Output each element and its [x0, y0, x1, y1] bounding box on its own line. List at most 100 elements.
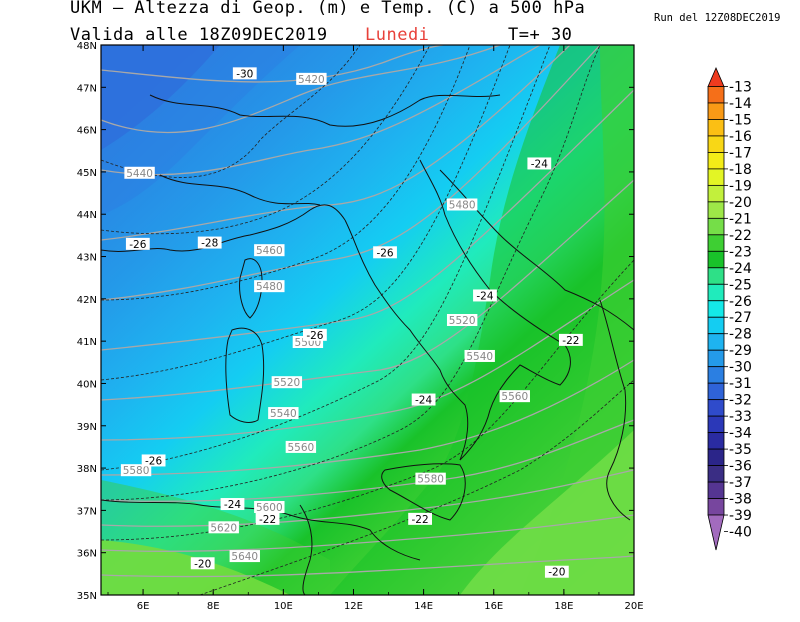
legend-label: -19 [729, 178, 752, 194]
temp-label: -24 [476, 290, 493, 302]
legend-label: -33 [729, 409, 752, 425]
height-label-bg [285, 440, 317, 453]
lat-label: 47N [77, 83, 97, 94]
legend-label: -13 [729, 79, 752, 95]
height-label-bg [254, 501, 285, 513]
legend-swatch [707, 333, 725, 351]
legend-swatch [707, 102, 725, 120]
height-label: 5480 [449, 200, 476, 212]
height-label-bg [254, 280, 285, 293]
lat-label: 42N [77, 295, 97, 306]
temp-label-bg [232, 67, 257, 80]
temp-label-bg [473, 289, 497, 302]
legend-label: -40 [729, 525, 752, 541]
height-label: 5540 [466, 351, 493, 363]
height-label-bg [415, 472, 446, 485]
legend-label: -17 [729, 145, 752, 161]
legend-label: -32 [729, 393, 752, 409]
legend-label: -31 [729, 376, 752, 392]
height-label: 5640 [231, 551, 258, 563]
temp-label-bg [125, 237, 150, 250]
legend-label: -18 [729, 162, 752, 178]
lon-label: 20E [624, 601, 643, 612]
height-label: 5540 [270, 408, 297, 420]
legend-label: -21 [729, 211, 752, 227]
height-label-bg [229, 550, 260, 563]
temp-label: -22 [412, 514, 429, 526]
lat-label: 43N [77, 253, 97, 264]
height-label: 5440 [126, 168, 153, 180]
temp-label: -20 [194, 558, 211, 570]
lon-label: 16E [484, 601, 503, 612]
legend-swatch [707, 349, 725, 368]
legend-label: -28 [729, 327, 752, 343]
legend-label: -38 [729, 492, 752, 508]
legend-label: -20 [729, 195, 752, 211]
legend-label: -16 [729, 129, 752, 145]
chart-title: UKM – Altezza di Geop. (m) e Temp. (C) a… [70, 0, 586, 18]
temp-label: -26 [376, 247, 393, 259]
temperature-labels: -30 -26 -28 -26 -24 -24 -22 -26 -24 -26 -24 -22 -22 -… [125, 67, 583, 579]
legend-swatch [707, 250, 725, 269]
legend-swatch [707, 234, 725, 252]
temp-label-bg [220, 498, 245, 511]
legend-label: -27 [729, 310, 752, 326]
legend-label: -26 [729, 294, 752, 310]
legend-swatch [707, 465, 725, 483]
temp-label-bg [527, 157, 552, 170]
lon-label: 14E [414, 601, 433, 612]
legend-swatch [707, 481, 725, 499]
legend-label: -30 [729, 360, 752, 376]
lat-label: 46N [77, 126, 97, 137]
longitude-axis: 6E 8E 10E 12E 14E 16E 18E 20E [107, 45, 644, 612]
lat-label: 39N [77, 422, 97, 433]
legend-swatch [707, 184, 725, 203]
lat-label: 35N [77, 591, 97, 602]
height-label: 5520 [273, 377, 300, 389]
lon-label: 12E [344, 601, 363, 612]
valid-time: Valida alle 18Z09DEC2019 [70, 25, 328, 45]
height-label-bg [208, 521, 239, 534]
temp-label: -26 [306, 330, 323, 342]
forecast-step: T=+ 30 [508, 25, 573, 45]
legend-label: -36 [729, 459, 752, 475]
legend-swatch [707, 399, 725, 417]
lat-label: 48N [77, 41, 97, 52]
temp-label-bg [303, 328, 327, 341]
height-label: 5620 [210, 522, 237, 534]
height-label-bg [464, 349, 495, 362]
temp-label: -24 [531, 158, 548, 170]
legend-swatch [707, 267, 725, 285]
legend-swatch [707, 432, 725, 450]
legend-label: -25 [729, 277, 752, 293]
height-label: 5580 [123, 465, 150, 477]
legend-label: -15 [729, 112, 752, 128]
temp-label-bg [190, 557, 215, 570]
legend-label: -35 [729, 442, 752, 458]
height-contours [101, 45, 634, 578]
legend-swatch [707, 152, 725, 170]
legend-label: -23 [729, 244, 752, 260]
legend-swatch [707, 283, 725, 302]
lat-label: 38N [77, 464, 97, 475]
legend-swatch [707, 217, 725, 236]
legend-label: -14 [729, 96, 752, 112]
height-label-bg [124, 166, 155, 179]
legend-swatch [707, 498, 725, 516]
temp-label-bg [141, 454, 166, 467]
temp-label: -30 [236, 68, 253, 80]
legend-swatch [707, 135, 725, 153]
plot-frame [100, 44, 635, 596]
legend-swatch [707, 316, 725, 335]
legend-arrow-top [707, 66, 725, 87]
height-label: 5420 [298, 74, 325, 86]
lat-label: 37N [77, 506, 97, 517]
temp-label: -24 [415, 395, 432, 407]
height-label: 5560 [288, 442, 315, 454]
height-label-bg [446, 314, 478, 326]
temp-label: -26 [129, 239, 146, 251]
lat-label: 36N [77, 549, 97, 560]
temperature-legend: -13-14-15-16-17-18-19-20-21-22-23-24-25-… [707, 66, 752, 551]
